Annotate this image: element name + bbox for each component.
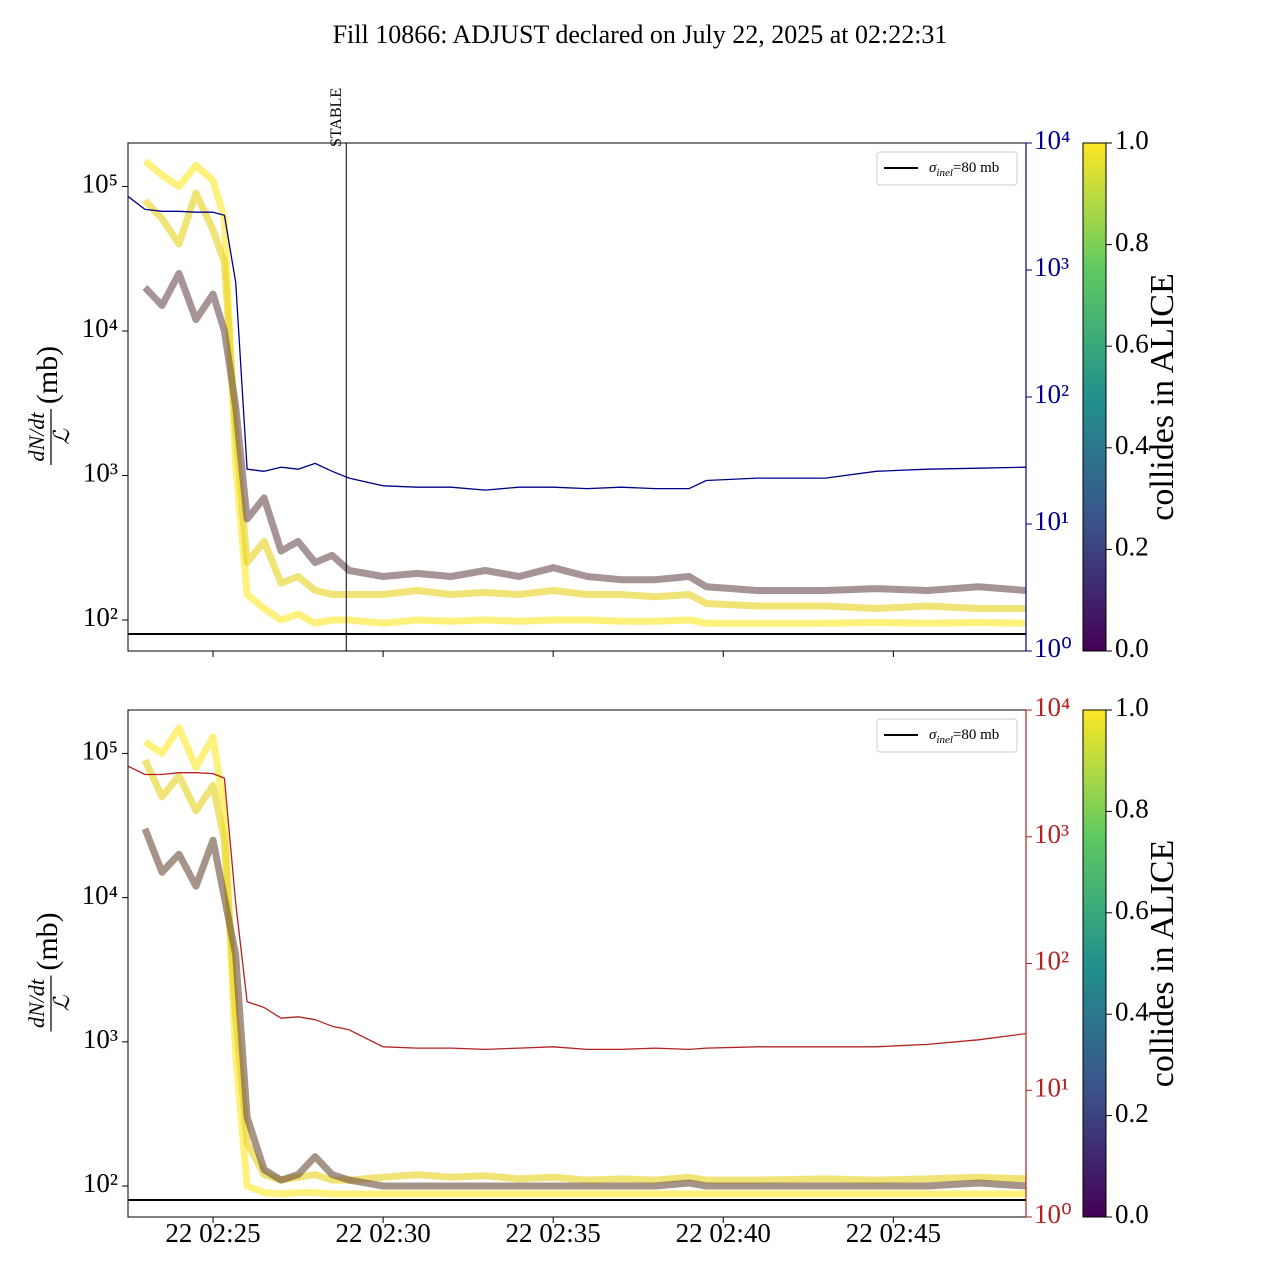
y2-tick-label: 10⁴ <box>1034 692 1070 722</box>
y-label-unit: (mb) <box>31 912 64 970</box>
colorbar-label: collides in ALICE <box>1144 840 1181 1087</box>
y2-tick-label: 10⁰ <box>1034 633 1072 663</box>
colorbar-tick-label: 0.6 <box>1115 895 1149 925</box>
y-tick-label: 10² <box>83 1168 118 1198</box>
bunch-line <box>143 724 1026 1198</box>
y-label-unit: (mb) <box>31 346 64 404</box>
y-tick-label: 10³ <box>83 1024 118 1054</box>
y2-line <box>128 765 1026 1051</box>
y-tick-label: 10³ <box>83 458 118 488</box>
bunch-line <box>142 189 1026 612</box>
plot-frame <box>127 709 1027 1218</box>
plot-area <box>128 724 1026 1202</box>
legend-box <box>876 151 1018 186</box>
legend-subscript: inel <box>936 167 953 179</box>
legend-text: =80 mb <box>953 160 999 176</box>
figure-title: Fill 10866: ADJUST declared on July 22, … <box>333 20 948 49</box>
y-tick-label: 10⁴ <box>82 880 118 910</box>
y2-tick-label: 10³ <box>1034 819 1069 849</box>
bunch-line <box>142 270 1026 594</box>
colorbar <box>1082 142 1107 652</box>
y2-tick-label: 10⁰ <box>1034 1199 1072 1229</box>
legend-subscript: inel <box>936 734 953 746</box>
legend-box <box>876 718 1018 753</box>
colorbar-tick-label: 0.0 <box>1115 1199 1149 1229</box>
colorbar-tick-label: 0.8 <box>1115 227 1149 257</box>
plot-area <box>128 158 1026 635</box>
colorbar-tick-label: 0.6 <box>1115 328 1149 358</box>
x-tick-label: 22 02:40 <box>676 1218 771 1248</box>
x-tick-label: 22 02:30 <box>335 1218 430 1248</box>
colorbar-label: collides in ALICE <box>1144 273 1181 520</box>
bunch-line <box>142 158 1026 627</box>
y2-line <box>128 195 1026 491</box>
y2-tick-label: 10⁴ <box>1034 125 1070 155</box>
colorbar-tick-label: 0.0 <box>1115 633 1149 663</box>
legend-symbol: σ <box>929 160 937 176</box>
colorbar-tick-label: 0.4 <box>1115 430 1149 460</box>
colorbar-tick-label: 0.8 <box>1115 794 1149 824</box>
y2-tick-label: 10¹ <box>1034 506 1069 536</box>
colorbar <box>1082 709 1107 1218</box>
legend-label: σinel=80 mb <box>929 160 999 178</box>
colorbar-tick-label: 0.4 <box>1115 996 1149 1026</box>
y-label-denominator: ℒ <box>49 428 74 445</box>
y2-tick-label: 10¹ <box>1034 1072 1069 1102</box>
y-tick-label: 10⁵ <box>82 736 118 766</box>
y2-tick-label: 10² <box>1034 379 1069 409</box>
legend-label: σinel=80 mb <box>929 727 999 745</box>
y-label-numerator: dN/dt <box>24 978 49 1028</box>
legend-text: =80 mb <box>953 727 999 743</box>
colorbar-tick-label: 0.2 <box>1115 532 1149 562</box>
colorbar-tick-label: 1.0 <box>1115 692 1149 722</box>
annotation-label: STABLE <box>328 88 345 147</box>
y2-tick-label: 10³ <box>1034 252 1069 282</box>
y-axis-label: dN/dt ℒ (mb) <box>24 346 74 465</box>
y-axis-label: dN/dt ℒ (mb) <box>24 912 74 1032</box>
x-tick-label: 22 02:35 <box>506 1218 601 1248</box>
x-tick-label: 22 02:45 <box>846 1218 941 1248</box>
y-label-numerator: dN/dt <box>24 412 49 462</box>
y-tick-label: 10⁵ <box>82 169 118 199</box>
colorbar-tick-label: 0.2 <box>1115 1098 1149 1128</box>
x-tick-label: 22 02:25 <box>165 1218 260 1248</box>
legend-symbol: σ <box>929 727 937 743</box>
bunch-line <box>141 758 1026 1184</box>
colorbar-tick-label: 1.0 <box>1115 125 1149 155</box>
bunch-line <box>141 827 1026 1190</box>
y-tick-label: 10⁴ <box>82 313 118 343</box>
y-tick-label: 10² <box>83 602 118 632</box>
y-label-denominator: ℒ <box>49 994 74 1011</box>
y2-tick-label: 10² <box>1034 946 1069 976</box>
